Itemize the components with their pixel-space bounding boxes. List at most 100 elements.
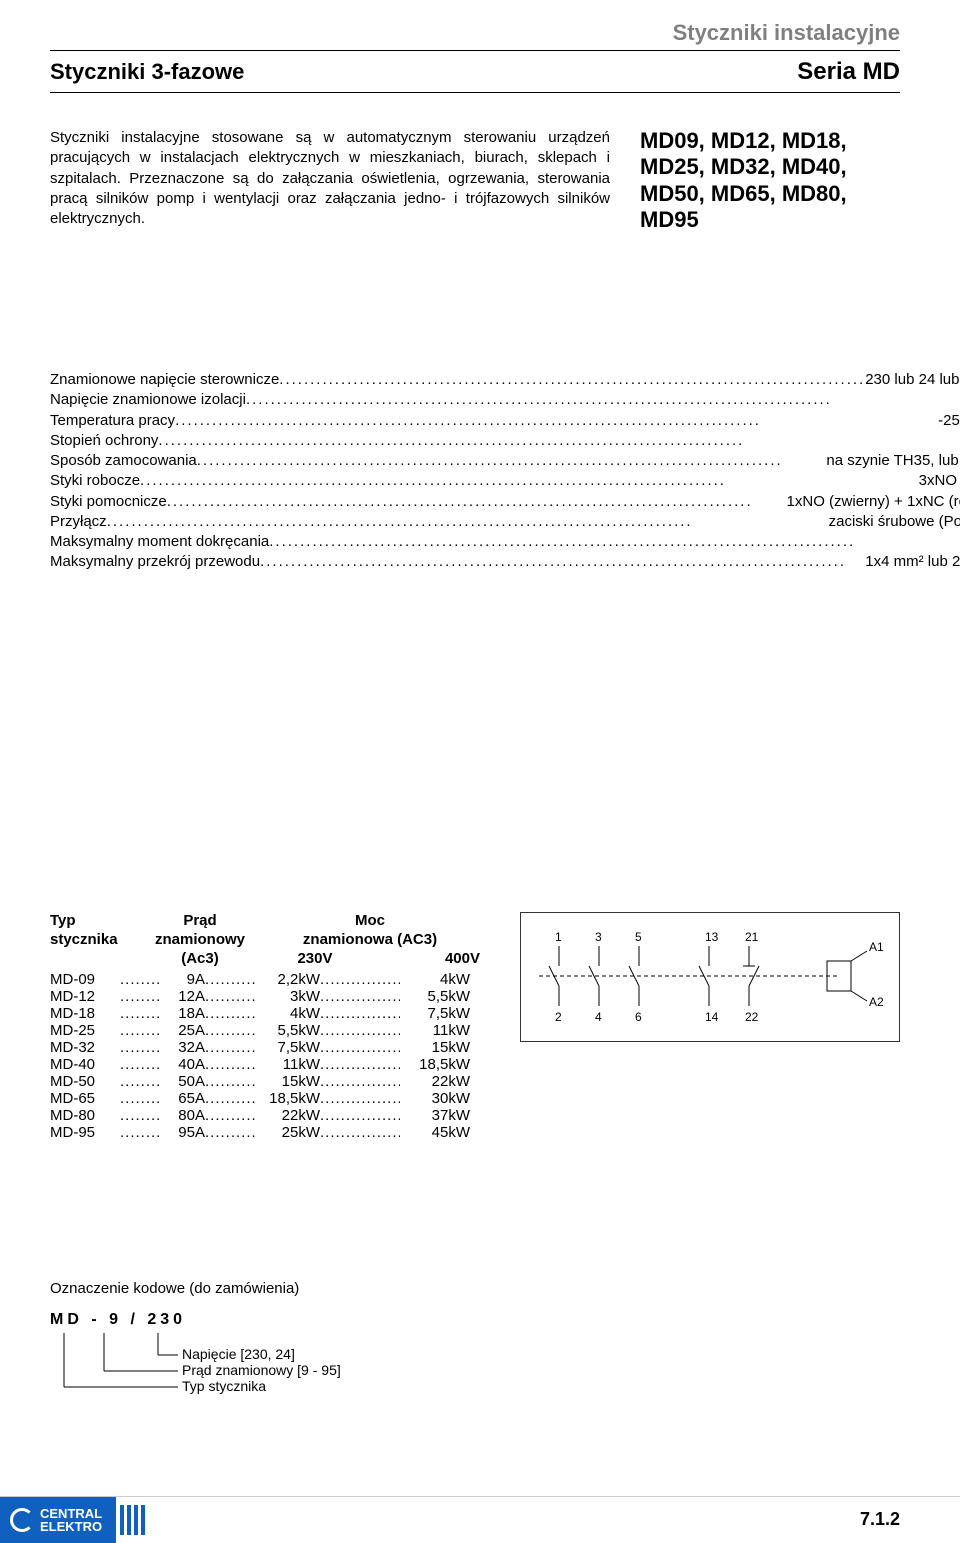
spec-line: Sposób zamocowaniana szynie TH35, lub wk… (50, 451, 960, 471)
brand-top: CENTRAL (40, 1507, 102, 1520)
schematic-svg: 12345613142122A1A2 (529, 921, 889, 1031)
svg-text:21: 21 (745, 930, 759, 944)
ratings-table: Typ Prąd Moc stycznika znamionowy znamio… (50, 912, 480, 1141)
rule-bottom (50, 92, 900, 93)
svg-text:5: 5 (635, 930, 642, 944)
cell-type: MD-40 (50, 1056, 120, 1073)
title-left: Styczniki 3-fazowe (50, 59, 244, 85)
cell-p400: 37kW (400, 1107, 470, 1124)
svg-text:4: 4 (595, 1010, 602, 1024)
cell-p400: 15kW (400, 1039, 470, 1056)
svg-text:A1: A1 (869, 940, 884, 954)
table-row: MD-9595A25kW45kW (50, 1124, 480, 1141)
spec-value: 1x4 mm² lub 2x2,5 mm² (865, 552, 960, 572)
title-right: Seria MD (797, 58, 900, 86)
page-number: 7.1.2 (860, 1509, 900, 1530)
th-current: Prąd (140, 912, 260, 929)
order-code: MD - 9 / 230 (50, 1311, 370, 1329)
cell-type: MD-65 (50, 1090, 120, 1107)
cell-p400: 11kW (400, 1022, 470, 1039)
spec-line: Przyłączzaciski śrubowe (Posidrive 2) (50, 512, 960, 532)
cell-current: 9A (160, 971, 205, 988)
spec-line: Stopień ochronyIP 20 (50, 431, 960, 451)
cell-p400: 5,5kW (400, 988, 470, 1005)
rule-top (50, 50, 900, 51)
cell-p400: 18,5kW (400, 1056, 470, 1073)
th-unit-ac3: (Ac3) (140, 950, 260, 967)
logo-c-icon (10, 1508, 34, 1532)
cell-current: 25A (160, 1022, 205, 1039)
cell-p400: 45kW (400, 1124, 470, 1141)
cell-current: 80A (160, 1107, 205, 1124)
cell-p230: 11kW (255, 1056, 320, 1073)
cell-p230: 22kW (255, 1107, 320, 1124)
table-row: MD-099A2,2kW4kW (50, 971, 480, 988)
cell-current: 95A (160, 1124, 205, 1141)
brand-logo: CENTRAL ELEKTRO (0, 1497, 116, 1543)
cell-type: MD-95 (50, 1124, 120, 1141)
spec-value: 1xNO (zwierny) + 1xNC (rozwierny) (787, 492, 960, 512)
spec-value: 3xNO (zwierne) (919, 471, 960, 491)
cell-current: 65A (160, 1090, 205, 1107)
spec-value: na szynie TH35, lub wkrętami (826, 451, 960, 471)
brand-bottom: ELEKTRO (40, 1520, 102, 1533)
cell-p230: 18,5kW (255, 1090, 320, 1107)
spec-label: Maksymalny przekrój przewodu (50, 552, 260, 572)
table-row: MD-12 12A 3kW 5,5kW (50, 988, 480, 1005)
svg-text:1: 1 (555, 930, 562, 944)
table-row: MD-25 25A 5,5kW 11kW (50, 1022, 480, 1039)
cell-type: MD-50 (50, 1073, 120, 1090)
table-row: MD-1818A4kW7,5kW (50, 1005, 480, 1022)
spec-label: Temperatura pracy (50, 411, 175, 431)
th-type: Typ (50, 912, 140, 929)
order-tree: Napięcie [230, 24] Prąd znamionowy [9 - … (50, 1333, 370, 1403)
spec-line: Styki pomocnicze1xNO (zwierny) + 1xNC (r… (50, 492, 960, 512)
cell-current: 32A (160, 1039, 205, 1056)
cell-current: 40A (160, 1056, 205, 1073)
spec-label: Znamionowe napięcie sterownicze (50, 370, 279, 390)
svg-text:13: 13 (705, 930, 719, 944)
specs-list: Znamionowe napięcie sterownicze 230 lub 2… (50, 370, 960, 680)
specs-row: Znamionowe napięcie sterownicze230 lub 2… (50, 370, 900, 680)
spec-line: Styki robocze 3xNO (zwierne) (50, 471, 960, 491)
title-row: Styczniki 3-fazowe Seria MD (50, 58, 900, 86)
cell-type: MD-25 (50, 1022, 120, 1039)
table-row: MD-65 65A 18,5kW 30kW (50, 1090, 480, 1107)
cell-type: MD-32 (50, 1039, 120, 1056)
svg-text:A2: A2 (869, 995, 884, 1009)
cell-p400: 30kW (400, 1090, 470, 1107)
spec-label: Przyłącz (50, 512, 107, 532)
spec-line: Maksymalny moment dokręcania1,7 Nm (50, 532, 960, 552)
svg-text:Napięcie [230, 24]: Napięcie [230, 24] (182, 1346, 295, 1362)
table-row: MD-40 40A 11kW 18,5kW (50, 1056, 480, 1073)
svg-text:6: 6 (635, 1010, 642, 1024)
category-header: Styczniki instalacyjne (673, 20, 900, 46)
cell-current: 12A (160, 988, 205, 1005)
svg-text:22: 22 (745, 1010, 759, 1024)
svg-text:Prąd znamionowy [9 - 95]: Prąd znamionowy [9 - 95] (182, 1362, 341, 1378)
cell-p230: 3kW (255, 988, 320, 1005)
cell-p230: 5,5kW (255, 1022, 320, 1039)
cell-p230: 7,5kW (255, 1039, 320, 1056)
spec-value: 230 lub 24 lub 400V AC (865, 370, 960, 390)
svg-text:3: 3 (595, 930, 602, 944)
spec-label: Stopień ochrony (50, 431, 158, 451)
spec-label: Styki robocze (50, 471, 140, 491)
model-list: MD09, MD12, MD18, MD25, MD32, MD40, MD50… (640, 128, 900, 234)
order-code-block: Oznaczenie kodowe (do zamówienia) MD - 9… (50, 1280, 370, 1407)
spec-line: Napięcie znamionowe izolacji 1000 V (50, 390, 960, 410)
cell-type: MD-18 (50, 1005, 120, 1022)
svg-text:2: 2 (555, 1010, 562, 1024)
cell-p400: 7,5kW (400, 1005, 470, 1022)
th-sub2: znamionowy (140, 931, 260, 948)
intro-block: Styczniki instalacyjne stosowane są w au… (50, 128, 900, 234)
cell-type: MD-12 (50, 988, 120, 1005)
spec-label: Maksymalny moment dokręcania (50, 532, 269, 552)
table-row: MD-32 32A 7,5kW 15kW (50, 1039, 480, 1056)
th-sub3: znamionowa (AC3) (260, 931, 480, 948)
spec-line: Temperatura pracy-25 ÷ +50 °C (50, 411, 960, 431)
th-400v: 400V (370, 950, 480, 967)
table-row: MD-5050A15kW22kW (50, 1073, 480, 1090)
logo-stripes-icon (116, 1503, 149, 1537)
th-power: Moc (260, 912, 480, 929)
